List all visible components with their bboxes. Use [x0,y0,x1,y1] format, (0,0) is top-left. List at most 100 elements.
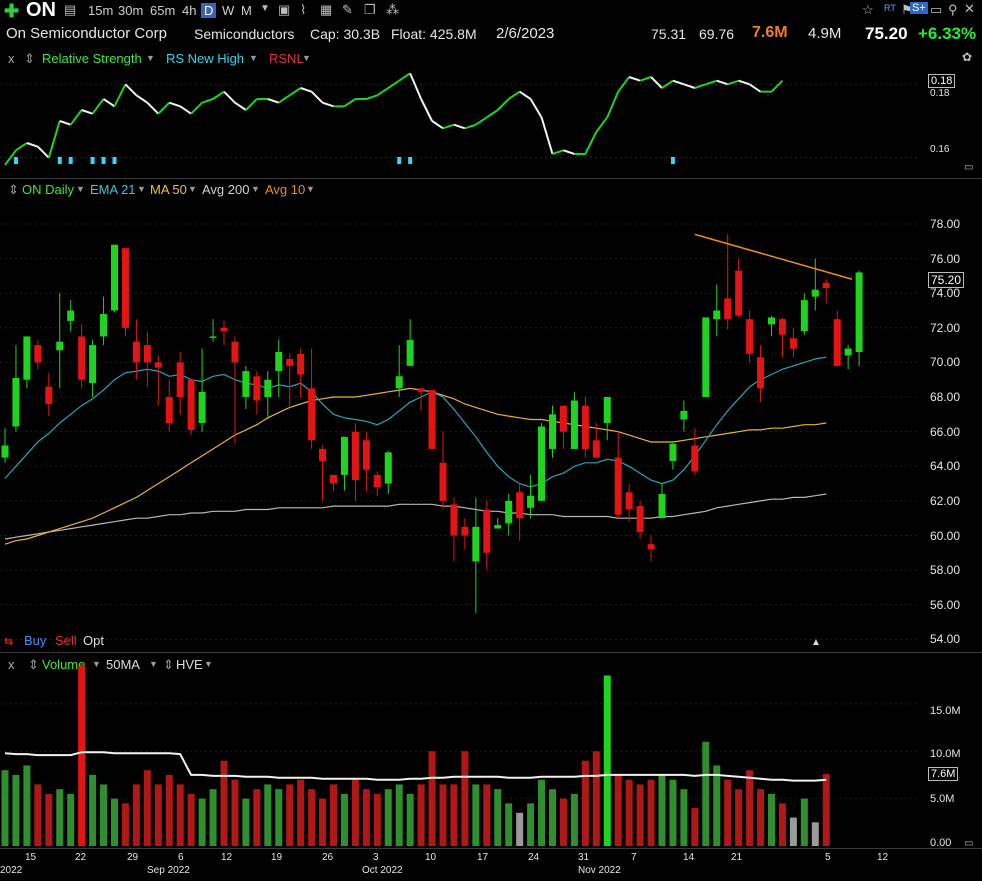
rs-move-icon[interactable]: ⇕ [24,51,35,66]
rs-segment [267,98,280,104]
indicator-icon[interactable]: ⌇ [300,2,307,17]
hve-dropdown-icon[interactable]: ▼ [204,659,213,669]
tf-4h[interactable]: 4h [182,3,197,18]
rs-segment [464,123,477,130]
grid-icon[interactable]: ▦ [320,2,333,17]
legend-volume[interactable]: Volume [42,657,86,672]
tf-30m[interactable]: 30m [118,3,144,18]
timeframe-dropdown-icon[interactable]: ▼ [260,3,270,14]
rs-tick-018: 0.18 [930,88,950,99]
volume-bar [308,789,316,846]
candle-body [198,391,206,423]
volume-bar [811,822,819,846]
rs-dropdown-icon[interactable]: ▼ [146,53,155,63]
s-plus-icon[interactable]: S+ [910,2,928,14]
ma-dropdown-icon[interactable]: ▼ [188,184,197,194]
price-tick-label: 62.00 [930,493,961,508]
volume-bar [1,770,9,846]
hve-move-icon[interactable]: ⇕ [163,657,174,672]
legend-avg10[interactable]: Avg 10 [265,182,306,197]
rs-panel [0,72,920,166]
rs-legend-relative-strength[interactable]: Relative Strength [42,51,142,66]
rs-segment [606,91,620,118]
volume-move-icon[interactable]: ⇕ [28,657,39,672]
rs-segment [343,98,356,108]
sector: Semiconductors [194,26,295,42]
rs-new-high-marker [90,157,95,164]
rs-close-button[interactable]: x [8,51,15,66]
tf-monthly[interactable]: M [241,3,252,18]
candle-body [406,339,414,366]
candle-body [822,282,830,288]
draw-pencil-icon[interactable]: ✎ [342,2,353,17]
volume-bar [680,789,688,846]
price-tick-label: 66.00 [930,424,961,439]
volume-bar [538,779,546,846]
pin-icon[interactable]: ⚲ [948,2,958,17]
candle-body [658,493,666,519]
legend-volume-50ma[interactable]: 50MA [106,657,140,672]
legend-avg200[interactable]: Avg 200 [202,182,250,197]
volume-bar [373,793,381,846]
x-tick-label: 19 [271,852,283,863]
candle-body [351,431,359,481]
options-button[interactable]: Opt [83,633,104,648]
star-icon[interactable]: ☆ [862,2,874,17]
rs-tick-016: 0.16 [930,144,950,155]
rs-legend-rsnl[interactable]: RSNL [269,51,304,66]
ema-dropdown-icon[interactable]: ▼ [137,184,146,194]
rs-new-high-marker [57,157,62,164]
50ma-dropdown-icon[interactable]: ▼ [149,659,158,669]
rt-icon[interactable]: RT [884,3,896,13]
rs-new-high-dropdown-icon[interactable]: ▼ [249,53,258,63]
legend-ma50[interactable]: MA 50 [150,182,187,197]
volume-dropdown-icon[interactable]: ▼ [92,659,101,669]
rs-legend-new-high[interactable]: RS New High [166,51,245,66]
volume-close-button[interactable]: x [8,657,15,672]
chart-type-icon[interactable]: ▣ [278,2,291,17]
rs-segment [387,79,400,89]
volume-scroll-icon[interactable]: ▭ [964,838,974,849]
add-symbol-icon[interactable]: ✚ [4,1,20,21]
candle-body [330,474,337,484]
candle-body [340,436,348,475]
tf-15m[interactable]: 15m [88,3,114,18]
legend-ema21[interactable]: EMA 21 [90,182,136,197]
x-month-label: Oct 2022 [362,865,403,876]
legend-on-daily[interactable]: ON Daily [22,182,75,197]
volume-bar [362,789,370,846]
avg10-dropdown-icon[interactable]: ▼ [306,184,315,194]
rs-segment [584,131,598,155]
x-tick-label: 3 [373,852,379,863]
x-tick-label: 7 [631,852,637,863]
flag-icon[interactable]: ⚑ [901,2,913,17]
buy-button[interactable]: Buy [24,633,47,648]
color-palette-icon[interactable]: ✿ [962,50,973,64]
volume-bar [450,784,458,846]
daily-dropdown-icon[interactable]: ▼ [76,184,85,194]
price-move-icon[interactable]: ⇕ [8,182,19,197]
tf-daily[interactable]: D [201,3,217,18]
share-icon[interactable]: ⁂ [386,2,399,17]
expand-up-icon[interactable]: ▲ [811,637,821,648]
candle-body [220,327,228,332]
printer-icon[interactable]: ▤ [64,2,77,17]
x-month-label: Sep 2022 [147,865,190,876]
window-icon[interactable]: ▭ [930,2,943,17]
rs-segment [37,145,50,159]
rsnl-dropdown-icon[interactable]: ▼ [302,53,311,63]
trade-icon[interactable]: ⇆ [4,636,14,648]
sell-button[interactable]: Sell [55,633,77,648]
x-tick-label: 22 [75,852,87,863]
close-icon[interactable]: ✕ [964,1,975,16]
symbol-ticker[interactable]: ON [26,0,56,21]
trendline [694,233,853,280]
legend-hve[interactable]: HVE [176,657,203,672]
tf-65m[interactable]: 65m [150,3,176,18]
tf-weekly[interactable]: W [222,3,235,18]
layers-icon[interactable]: ❐ [364,2,376,17]
rs-scroll-icon[interactable]: ▭ [964,162,974,173]
rs-segment [683,83,696,89]
volume-today: 7.6M [752,24,788,41]
avg200-dropdown-icon[interactable]: ▼ [251,184,260,194]
